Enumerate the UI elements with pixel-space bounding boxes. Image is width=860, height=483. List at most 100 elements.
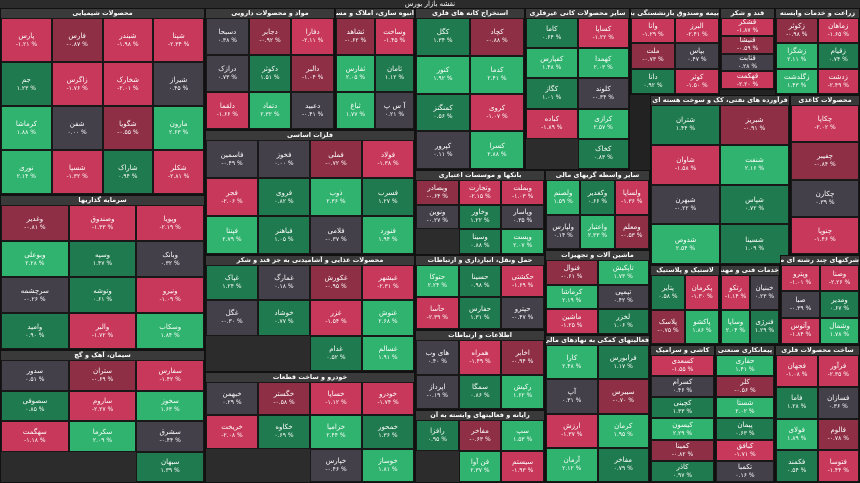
stock-cell[interactable]: شپاس ۰.۷۲ % <box>720 184 789 225</box>
stock-cell[interactable]: خوشاد ۰.۷۷ % <box>258 300 310 336</box>
stock-cell[interactable]: سشرق -۰.۴۴ % <box>136 421 204 452</box>
stock-cell[interactable]: ثامان ۱.۱۲ % <box>375 55 414 92</box>
stock-cell[interactable]: کرمان ۱.۹۵ % <box>597 413 649 448</box>
stock-cell[interactable]: غپاک ۱.۲۴ % <box>206 265 258 301</box>
stock-cell[interactable]: کارا ۲.۴۸ % <box>546 345 598 380</box>
stock-cell[interactable]: فپنتا ۲.۷۹ % <box>206 216 258 254</box>
stock-cell[interactable]: کبافق -۱.۷۱ % <box>716 439 774 461</box>
stock-cell[interactable]: فولاد -۱.۳۸ % <box>362 140 414 178</box>
stock-cell[interactable]: های وب ۰.۴۰ % <box>416 340 459 375</box>
stock-cell[interactable]: پارس -۱.۲۱ % <box>1 18 52 62</box>
stock-cell[interactable]: وسینا ۰.۸۸ % <box>458 229 502 254</box>
stock-cell[interactable]: شفن ۰.۰۰ % <box>51 106 103 150</box>
stock-cell[interactable]: سیبرس -۰.۷۰ % <box>597 379 649 414</box>
stock-cell[interactable]: کهمدا ۲.۰۳ % <box>577 48 629 79</box>
stock-cell[interactable]: شخارک -۲.۰۱ % <box>102 62 154 106</box>
stock-cell[interactable]: زقیام ۰.۷۴ % <box>817 43 859 69</box>
stock-cell[interactable]: فسرب ۱.۲۷ % <box>362 178 414 216</box>
stock-cell[interactable]: خودرو -۱.۷۴ % <box>362 382 414 416</box>
stock-cell[interactable]: فباهنر ۱.۰۵ % <box>258 216 310 254</box>
stock-cell[interactable]: پلاسک -۰.۷۵ % <box>651 309 685 344</box>
stock-cell[interactable]: وبصادر -۰.۶۴ % <box>416 180 459 205</box>
stock-cell[interactable]: فن آوا ۲.۳۷ % <box>458 451 502 482</box>
stock-cell[interactable]: شگویا -۰.۵۵ % <box>102 106 154 150</box>
stock-cell[interactable]: فرآور -۲.۳۵ % <box>817 355 859 387</box>
stock-cell[interactable]: غنوش ۲.۶۸ % <box>362 300 414 336</box>
stock-cell[interactable]: فملی -۰.۷۲ % <box>310 140 362 178</box>
stock-cell[interactable]: پیمان ۰.۶۳ % <box>716 418 774 440</box>
stock-cell[interactable]: فولای ۱.۸۹ % <box>776 418 818 451</box>
stock-cell[interactable]: فرابورس ۱.۱۷ % <box>597 345 649 380</box>
stock-cell[interactable]: وانا -۱.۲۹ % <box>631 18 675 44</box>
stock-cell[interactable]: ارزش -۱.۳۷ % <box>546 413 598 448</box>
stock-cell[interactable]: خساپا -۱.۱۲ % <box>310 382 362 416</box>
stock-cell[interactable]: زماهان -۱.۶۵ % <box>817 18 859 44</box>
stock-cell[interactable]: کباده -۱.۸۹ % <box>526 108 578 139</box>
stock-cell[interactable]: ساروم -۲.۲۷ % <box>68 390 137 421</box>
stock-cell[interactable]: وسکاب ۱.۸۴ % <box>136 313 204 349</box>
stock-cell[interactable]: ومعلم -۰.۵۳ % <box>614 214 649 249</box>
stock-cell[interactable]: ستران -۰.۶۹ % <box>68 360 137 391</box>
stock-cell[interactable]: قهکمت -۲.۲۰ % <box>721 71 774 89</box>
stock-cell[interactable]: وصندوق -۱.۳۳ % <box>68 205 137 241</box>
stock-cell[interactable]: سیستم -۱.۹۳ % <box>501 451 544 482</box>
stock-cell[interactable]: قثابت ۰.۲۸ % <box>721 53 774 72</box>
stock-cell[interactable]: تکمبا ۰.۱۶ % <box>716 460 774 482</box>
stock-cell[interactable]: مفاخر ۰.۷۹ % <box>597 447 649 482</box>
stock-cell[interactable]: زگلدشت ۱.۴۳ % <box>776 68 818 94</box>
stock-cell[interactable]: وبوعلی ۲.۲۸ % <box>1 241 69 277</box>
stock-cell[interactable]: تپمپی ۰.۴۲ % <box>597 284 649 310</box>
stock-cell[interactable]: ونوین -۰.۲۷ % <box>416 204 459 230</box>
stock-cell[interactable]: کخاک ۰.۸۳ % <box>577 138 629 169</box>
stock-cell[interactable]: سمگا ۰.۸۶ % <box>458 374 502 409</box>
stock-cell[interactable]: وپویا -۲.۱۹ % <box>136 205 204 241</box>
stock-cell[interactable]: کلر -۰.۵۶ % <box>716 376 774 398</box>
stock-cell[interactable]: خبهمن ۰.۲۹ % <box>206 382 258 416</box>
stock-cell[interactable]: فاما ۱.۲۸ % <box>776 386 818 419</box>
stock-cell[interactable]: ولصنم ۱.۵۹ % <box>546 180 581 215</box>
stock-cell[interactable]: کفپارس ۱.۴۸ % <box>526 48 578 79</box>
stock-cell[interactable]: ونیرو -۱.۰۹ % <box>136 277 204 313</box>
stock-cell[interactable]: غکورش -۰.۹۵ % <box>310 265 362 301</box>
stock-cell[interactable]: چکارن ۰.۳۹ % <box>791 179 859 217</box>
stock-cell[interactable]: فسازان ۰.۳۶ % <box>817 386 859 419</box>
stock-cell[interactable]: وتوشه ۰.۶۱ % <box>68 277 137 313</box>
stock-cell[interactable]: کرماشا ۱.۸۸ % <box>1 106 52 150</box>
stock-cell[interactable]: وپاسار ۰.۳۵ % <box>501 204 544 230</box>
stock-cell[interactable]: خریخت -۲.۰۸ % <box>206 415 258 449</box>
stock-cell[interactable]: فجر -۲.۰۶ % <box>206 178 258 216</box>
stock-cell[interactable]: کنور ۱.۹۲ % <box>416 55 470 94</box>
stock-cell[interactable]: شبریز -۰.۹۱ % <box>720 105 789 145</box>
stock-cell[interactable]: غبشهر -۲.۳۱ % <box>362 265 414 301</box>
stock-cell[interactable]: قشکر -۱.۸۷ % <box>721 18 774 36</box>
stock-cell[interactable]: رتکو -۱.۱۴ % <box>721 275 750 310</box>
stock-cell[interactable]: ولساپا -۱.۳۶ % <box>614 180 649 215</box>
stock-cell[interactable]: وامید ۰.۹۰ % <box>1 313 69 349</box>
stock-cell[interactable]: زکوثر -۰.۹۸ % <box>776 18 818 44</box>
stock-cell[interactable]: حفارس ۱.۳۱ % <box>458 297 502 329</box>
stock-cell[interactable]: سرچشمه -۰.۲۶ % <box>1 277 69 313</box>
stock-cell[interactable]: سپ ۱.۵۳ % <box>501 420 544 451</box>
stock-cell[interactable]: ولپارس ۰.۱۴ % <box>546 214 581 249</box>
stock-cell[interactable]: کاذر ۰.۹۷ % <box>651 460 714 482</box>
stock-cell[interactable]: کمینا -۰.۸۲ % <box>651 439 714 461</box>
stock-cell[interactable]: سصوفی ۰.۸۵ % <box>1 390 69 421</box>
stock-cell[interactable]: وپست ۲.۰۷ % <box>501 229 544 254</box>
stock-cell[interactable]: دانا ۰.۹۲ % <box>631 68 675 94</box>
stock-cell[interactable]: فارس -۰.۸۷ % <box>51 18 103 62</box>
stock-cell[interactable]: کرازی ۲.۵۷ % <box>577 108 629 139</box>
stock-cell[interactable]: سکرما ۲.۰۹ % <box>68 421 137 452</box>
stock-cell[interactable]: وبملت -۱.۰۳ % <box>501 180 544 205</box>
stock-cell[interactable]: وتجارت -۲.۱۵ % <box>458 180 502 205</box>
stock-cell[interactable]: همراه -۱.۴۹ % <box>458 340 502 375</box>
stock-cell[interactable]: تاپکیش ۱.۷۳ % <box>597 260 649 285</box>
stock-cell[interactable]: خوساز ۱.۸۱ % <box>362 448 414 482</box>
stock-cell[interactable]: کدما ۲.۴۱ % <box>470 55 524 94</box>
stock-cell[interactable]: خکاوه ۰.۶۹ % <box>258 415 310 449</box>
stock-cell[interactable]: وکغدیر ۰.۶۶ % <box>580 180 615 215</box>
stock-cell[interactable]: خبنیان ۰.۲۳ % <box>750 275 779 310</box>
stock-cell[interactable]: وبانک ۰.۳۲ % <box>136 241 204 277</box>
stock-cell[interactable]: شاوان -۱.۵۸ % <box>651 144 720 185</box>
stock-cell[interactable]: سدور ۰.۵۱ % <box>1 360 69 391</box>
stock-cell[interactable]: دلقما -۱.۶۶ % <box>206 92 249 129</box>
